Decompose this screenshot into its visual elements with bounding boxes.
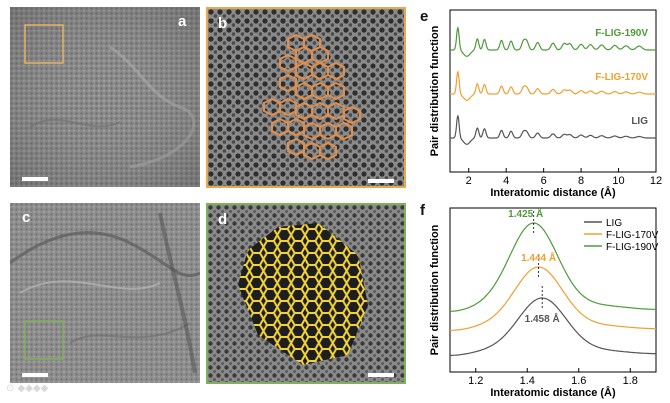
plot-frame-e bbox=[449, 9, 657, 173]
series-line-e bbox=[450, 70, 656, 101]
panel-letter-a: a bbox=[178, 13, 187, 30]
pdf-chart-f: 1.2 1.4 1.6 1.8 Interatomic distance (Å) Pair… bbox=[429, 207, 659, 399]
y-axis-label-e: Pair distribution function bbox=[429, 25, 441, 156]
legend-label-f: F-LIG-170V bbox=[606, 230, 659, 241]
panel-letter-e: e bbox=[420, 8, 429, 25]
x-tick-label-f: 1.8 bbox=[623, 375, 638, 387]
x-tick-label-e: 6 bbox=[541, 175, 547, 187]
tem-image-c bbox=[10, 203, 200, 383]
x-tick-label-f: 1.4 bbox=[520, 375, 535, 387]
peak-label-f: 1.444 Å bbox=[521, 251, 556, 264]
tem-image-b bbox=[208, 9, 404, 186]
x-tick-label-e: 12 bbox=[650, 175, 662, 187]
peak-label-f: 1.425 Å bbox=[508, 207, 543, 220]
tem-panel-a: a bbox=[10, 7, 200, 187]
scale-bar-a bbox=[22, 177, 48, 181]
tem-panel-b: b bbox=[206, 7, 406, 188]
tem-image-a bbox=[10, 7, 200, 187]
y-axis-label-f: Pair distribution function bbox=[429, 224, 441, 355]
region-box-c bbox=[24, 320, 64, 360]
tem-panel-d: d bbox=[206, 203, 406, 384]
region-box-a bbox=[24, 24, 64, 64]
lattice-overlay-d bbox=[238, 223, 368, 365]
x-tick-label-e: 2 bbox=[466, 175, 472, 187]
scale-bar-c bbox=[22, 373, 48, 377]
series-label-e: F-LIG-170V bbox=[595, 72, 648, 83]
series-line-e bbox=[450, 26, 656, 57]
x-tick-label-e: 10 bbox=[612, 175, 624, 187]
scale-bar-b bbox=[368, 179, 394, 183]
plot-frame-f bbox=[449, 207, 657, 373]
series-label-e: F-LIG-190V bbox=[595, 28, 648, 39]
x-tick-label-e: 4 bbox=[503, 175, 509, 187]
x-tick-label-f: 1.6 bbox=[571, 375, 586, 387]
x-tick-label-e: 8 bbox=[578, 175, 584, 187]
x-axis-label-e: Interatomic distance (Å) bbox=[490, 186, 616, 199]
tem-image-d bbox=[208, 205, 404, 382]
scale-bar-d bbox=[368, 373, 394, 377]
panel-letter-c: c bbox=[22, 209, 31, 226]
pdf-chart-e: 2 4 6 8 10 12 Interatomic distance (Å) Pair dis… bbox=[429, 9, 662, 199]
series-label-e: LIG bbox=[631, 116, 648, 127]
watermark-logo: ⊙ ◆◆◆◆ bbox=[6, 383, 49, 394]
x-axis-label-f: Interatomic distance (Å) bbox=[490, 386, 616, 399]
peak-label-f: 1.458 Å bbox=[525, 312, 560, 325]
series-line-f bbox=[450, 222, 656, 312]
panel-letter-f: f bbox=[420, 202, 425, 219]
series-line-f bbox=[450, 297, 656, 356]
ring-overlay-b bbox=[263, 33, 361, 161]
legend-label-f: F-LIG-190V bbox=[606, 242, 659, 253]
series-line-e bbox=[450, 114, 656, 145]
panel-letter-b: b bbox=[218, 15, 228, 32]
panel-letter-d: d bbox=[218, 211, 228, 228]
legend-label-f: LIG bbox=[606, 218, 622, 229]
tem-panel-c: c bbox=[10, 203, 200, 383]
x-tick-label-f: 1.2 bbox=[468, 375, 483, 387]
series-line-f bbox=[450, 266, 656, 331]
